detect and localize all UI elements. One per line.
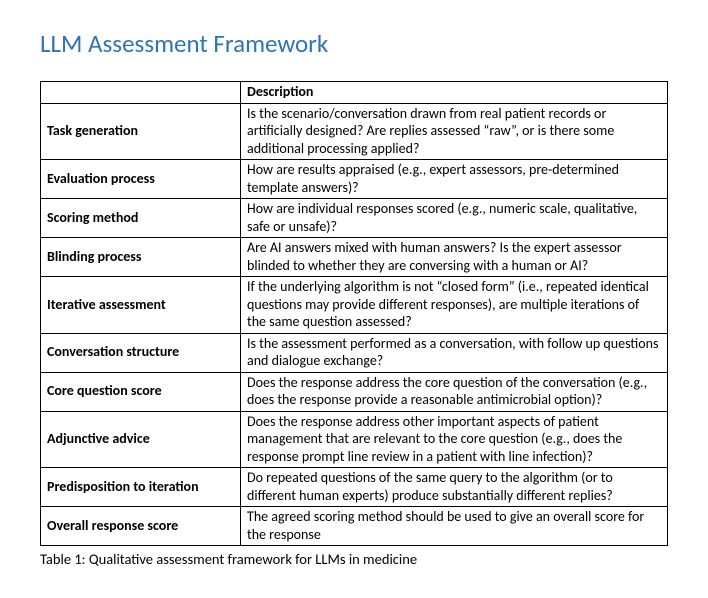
table-row: Iterative assessment If the underlying a… — [41, 277, 668, 334]
row-term: Core question score — [41, 372, 241, 411]
row-description: How are individual responses scored (e.g… — [241, 199, 668, 238]
assessment-framework-table: Description Task generation Is the scena… — [40, 81, 668, 546]
row-description: Is the scenario/conversation drawn from … — [241, 103, 668, 160]
table-header-term — [41, 82, 241, 104]
table-row: Predisposition to iteration Do repeated … — [41, 468, 668, 507]
row-term: Evaluation process — [41, 160, 241, 199]
row-description: The agreed scoring method should be used… — [241, 507, 668, 546]
table-row: Conversation structure Is the assessment… — [41, 333, 668, 372]
row-term: Predisposition to iteration — [41, 468, 241, 507]
page-title: LLM Assessment Framework — [40, 28, 668, 59]
table-body: Task generation Is the scenario/conversa… — [41, 103, 668, 546]
table-row: Evaluation process How are results appra… — [41, 160, 668, 199]
row-description: Does the response address other importan… — [241, 411, 668, 468]
row-description: How are results appraised (e.g., expert … — [241, 160, 668, 199]
document-page: LLM Assessment Framework Description Tas… — [0, 0, 708, 598]
table-row: Adjunctive advice Does the response addr… — [41, 411, 668, 468]
table-header-description: Description — [241, 82, 668, 104]
row-description: Does the response address the core quest… — [241, 372, 668, 411]
table-row: Task generation Is the scenario/conversa… — [41, 103, 668, 160]
row-term: Overall response score — [41, 507, 241, 546]
row-description: Are AI answers mixed with human answers?… — [241, 238, 668, 277]
table-row: Blinding process Are AI answers mixed wi… — [41, 238, 668, 277]
table-row: Scoring method How are individual respon… — [41, 199, 668, 238]
table-row: Core question score Does the response ad… — [41, 372, 668, 411]
row-term: Scoring method — [41, 199, 241, 238]
row-term: Iterative assessment — [41, 277, 241, 334]
row-term: Blinding process — [41, 238, 241, 277]
row-term: Adjunctive advice — [41, 411, 241, 468]
row-description: If the underlying algorithm is not “clos… — [241, 277, 668, 334]
row-term: Task generation — [41, 103, 241, 160]
row-description: Do repeated questions of the same query … — [241, 468, 668, 507]
row-description: Is the assessment performed as a convers… — [241, 333, 668, 372]
table-header-row: Description — [41, 82, 668, 104]
table-row: Overall response score The agreed scorin… — [41, 507, 668, 546]
table-caption: Table 1: Qualitative assessment framewor… — [40, 550, 668, 568]
row-term: Conversation structure — [41, 333, 241, 372]
